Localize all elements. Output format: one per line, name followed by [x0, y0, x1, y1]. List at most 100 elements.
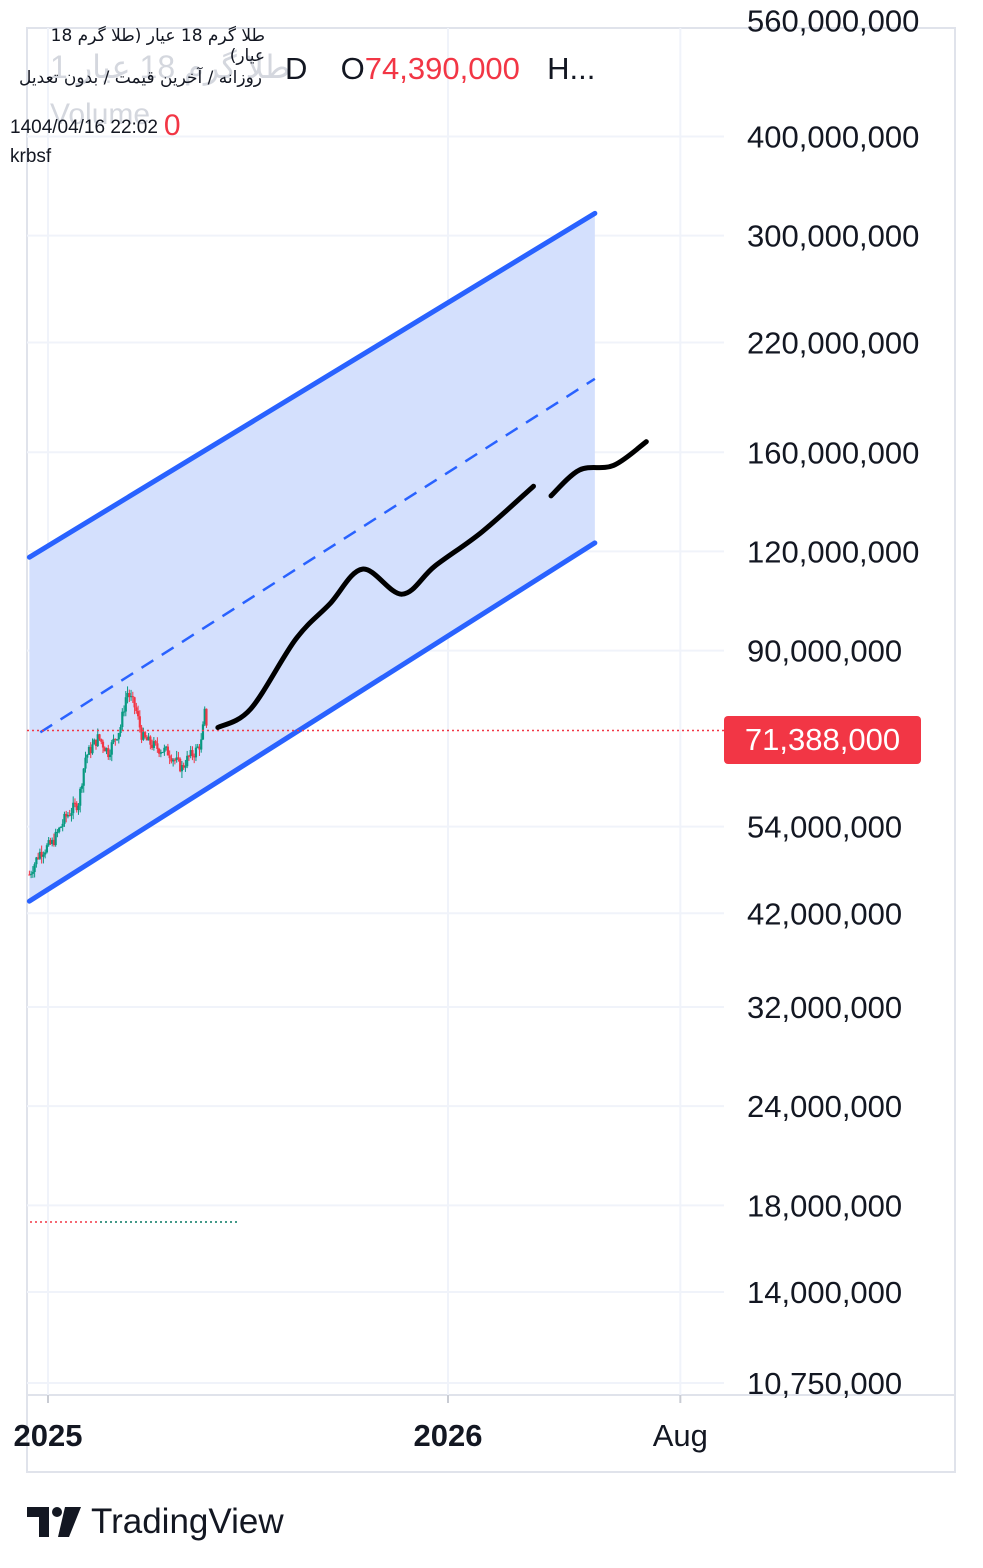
projection-path[interactable] — [215, 483, 536, 730]
candle-body — [75, 803, 78, 811]
timestamp: 1404/04/16 22:02 — [10, 117, 158, 138]
y-tick-label: 120,000,000 — [747, 534, 919, 569]
candle-body — [182, 765, 185, 768]
open-value: 74,390,000 — [364, 51, 520, 86]
candle-body — [94, 739, 98, 747]
channel-lower-line[interactable] — [26, 540, 598, 904]
candle-body — [186, 755, 189, 767]
candle-body — [168, 755, 171, 759]
y-tick-label: 90,000,000 — [747, 634, 902, 669]
candle-body — [131, 696, 134, 698]
candle-body — [135, 707, 138, 712]
candle-body — [187, 755, 191, 757]
ohlc-prefix: D — [285, 51, 308, 86]
channel-fill — [29, 213, 595, 902]
high-label: H... — [547, 51, 596, 86]
channel-upper-line[interactable] — [26, 210, 598, 560]
candle-body — [73, 802, 77, 804]
candle-body — [110, 742, 113, 755]
candle-body — [28, 874, 31, 876]
candle-body — [56, 831, 59, 833]
candle-body — [140, 727, 143, 740]
candle-body — [70, 813, 73, 816]
candle-body — [84, 757, 87, 769]
candle-body — [33, 864, 36, 873]
candle-body — [58, 827, 61, 832]
candle-body — [163, 747, 166, 753]
candle-body — [42, 854, 45, 857]
candle-body — [66, 815, 70, 817]
y-tick-label: 32,000,000 — [747, 990, 902, 1025]
candle-body — [68, 815, 71, 817]
y-tick-label: 300,000,000 — [747, 219, 919, 254]
timestamp-row: 1404/04/16 22:02 0 — [10, 109, 181, 143]
candle-body — [96, 734, 99, 747]
candle-body — [40, 851, 43, 857]
candle-body — [35, 857, 38, 865]
candle-body — [121, 711, 124, 728]
candle-body — [159, 752, 162, 754]
y-tick-label: 54,000,000 — [747, 810, 902, 845]
candle-body — [31, 872, 34, 874]
candle-body — [38, 851, 41, 859]
candle-body — [201, 724, 205, 740]
brand-name: TradingView — [91, 1502, 284, 1541]
y-tick-label: 220,000,000 — [747, 326, 919, 361]
candle-body — [98, 734, 101, 739]
y-tick-label: 14,000,000 — [747, 1275, 902, 1310]
candle-body — [161, 752, 164, 754]
ghost-symbol: طلا گرم 18 عیار 1 — [50, 49, 291, 85]
tradingview-logo[interactable]: TradingView — [27, 1500, 284, 1544]
candle-body — [129, 696, 133, 698]
candle-body — [175, 757, 178, 761]
candle-body — [100, 738, 103, 742]
candle-body — [101, 741, 105, 748]
x-tick-label: 2026 — [414, 1418, 483, 1453]
symbol-title[interactable]: طلا گرم 18 عیار (طلا گرم 18 عیار) — [50, 26, 265, 66]
candle-body — [170, 758, 173, 762]
candle-body — [156, 743, 159, 749]
candle-body — [49, 840, 52, 844]
open-label: O — [340, 51, 365, 86]
candle-body — [112, 738, 115, 743]
candle-body — [154, 741, 157, 744]
candle-body — [196, 746, 199, 748]
candle-body — [45, 845, 49, 853]
candle-body — [44, 852, 47, 855]
candle-body — [200, 739, 203, 750]
last-price-badge: 71,388,000 — [724, 716, 921, 764]
candle-body — [37, 857, 40, 859]
candle-body — [63, 813, 66, 824]
x-tick-label: 2025 — [14, 1418, 83, 1453]
candle-body — [184, 766, 187, 768]
candle-body — [194, 747, 198, 758]
candle-body — [149, 736, 152, 745]
channel-mid-line[interactable] — [39, 377, 596, 734]
candle-body — [124, 697, 127, 712]
candle-body — [133, 697, 136, 708]
author-name[interactable]: krbsf — [10, 146, 52, 167]
candle-body — [151, 744, 154, 748]
candle-body — [89, 746, 92, 754]
candle-body — [108, 754, 112, 758]
candle-body — [87, 746, 91, 755]
candle-body — [52, 839, 56, 846]
candle-body — [198, 746, 201, 750]
tradingview-icon — [27, 1507, 81, 1537]
projection-path-2[interactable] — [548, 439, 649, 499]
candle-body — [103, 747, 106, 752]
candle-body — [136, 711, 140, 717]
y-tick-label: 10,750,000 — [747, 1366, 902, 1401]
x-tick-label: Aug — [653, 1418, 708, 1453]
candle-body — [54, 831, 57, 846]
candle-body — [165, 746, 168, 748]
candle-body — [65, 813, 68, 817]
candle-body — [147, 736, 150, 741]
candle-body — [114, 738, 117, 740]
candle-body — [173, 759, 177, 761]
candle-body — [79, 788, 82, 806]
candle-body — [91, 744, 94, 754]
candle-body — [191, 750, 194, 757]
y-tick-label: 400,000,000 — [747, 119, 919, 154]
